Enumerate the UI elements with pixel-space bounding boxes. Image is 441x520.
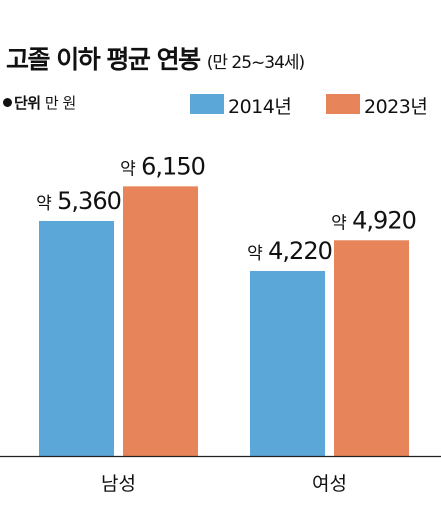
- legend-swatch-2023: [326, 94, 360, 114]
- data-label-1-2023: 약 4,920: [331, 206, 416, 234]
- bullet-icon: [3, 98, 12, 107]
- unit-key: 단위: [14, 94, 41, 112]
- unit-value: 만 원: [44, 94, 76, 112]
- chart-title: 고졸 이하 평균 연봉 (만 25~34세): [6, 40, 305, 76]
- x-tick-label-0: 남성: [101, 473, 136, 495]
- legend-swatch-2014: [190, 94, 224, 114]
- data-label-0-2014: 약 5,360: [36, 187, 121, 215]
- chart-title-main: 고졸 이하 평균 연봉: [6, 45, 201, 74]
- legend-label-2014: 2014년: [228, 96, 292, 118]
- bar-0-2014: [39, 220, 114, 456]
- bar-1-2023: [334, 240, 409, 456]
- legend-label-2023: 2023년: [364, 96, 428, 118]
- bar-1-2014: [250, 270, 325, 456]
- bar-0-2023: [123, 186, 198, 456]
- x-tick-label-1: 여성: [312, 473, 347, 495]
- chart-subtitle: (만 25~34세): [206, 53, 305, 73]
- data-label-0-2023: 약 6,150: [120, 152, 205, 180]
- unit-note: 단위 만 원: [3, 92, 76, 113]
- data-label-1-2014: 약 4,220: [247, 237, 332, 265]
